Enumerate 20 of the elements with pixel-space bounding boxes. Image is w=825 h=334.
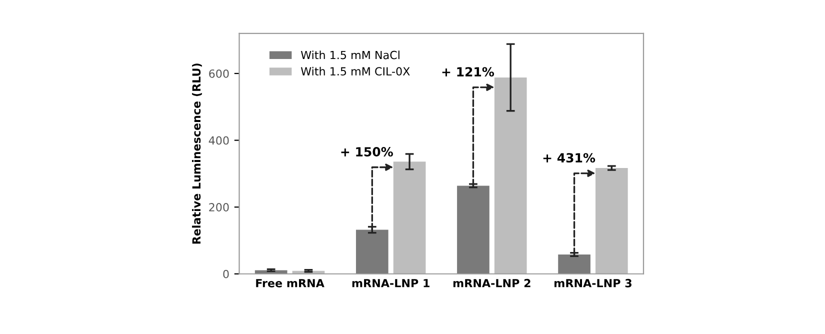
annotation: + 150%: [341, 147, 393, 156]
annotation: + 121%: [442, 67, 494, 77]
y-tick-label: 600: [209, 69, 229, 78]
x-tick-label: mRNA-LNP 2: [453, 278, 530, 288]
y-tick-label: 0: [223, 270, 229, 278]
y-tick-label: 200: [209, 203, 229, 212]
annotation: + 431%: [543, 153, 596, 163]
x-tick-label: mRNA-LNP 3: [554, 278, 632, 288]
y-axis-title: Relative Luminescence (RLU): [192, 64, 202, 244]
bar: [393, 162, 426, 274]
legend-label: With 1.5 mM CIL-0X: [300, 66, 410, 76]
x-tick-label: mRNA-LNP 1: [352, 279, 430, 288]
y-tick-label: 400: [208, 136, 229, 145]
bar: [356, 230, 388, 274]
bar: [494, 77, 527, 274]
bar: [558, 254, 590, 274]
x-tick-label: Free mRNA: [256, 279, 324, 288]
legend-label: With 1.5 mM NaCl: [300, 50, 400, 60]
bar: [595, 168, 628, 274]
bar: [457, 186, 490, 274]
